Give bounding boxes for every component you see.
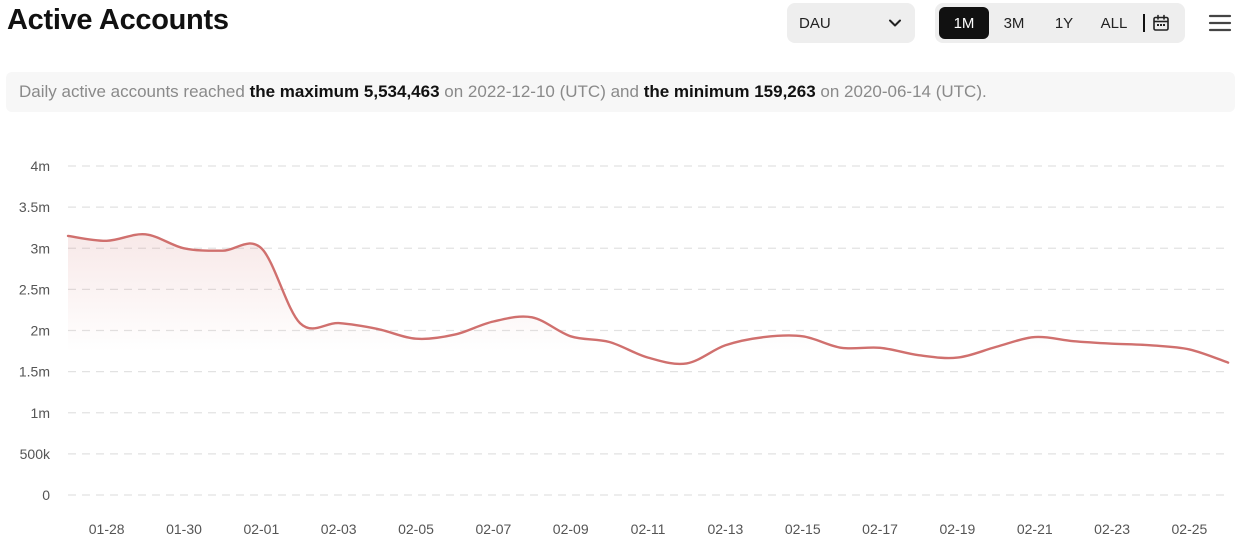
data-point-02-25[interactable]	[1187, 347, 1191, 351]
y-tick-label: 2.5m	[19, 281, 50, 297]
calendar-icon[interactable]	[1151, 13, 1171, 33]
summary-prefix: Daily active accounts reached	[19, 82, 245, 101]
data-point-02-19[interactable]	[955, 356, 959, 360]
data-point-02-04[interactable]	[375, 327, 379, 331]
x-tick-label: 02-01	[243, 521, 279, 537]
data-point-01-28[interactable]	[105, 239, 109, 243]
x-tick-label: 02-07	[475, 521, 511, 537]
x-tick-label: 02-19	[940, 521, 976, 537]
data-point-02-14[interactable]	[762, 335, 766, 339]
summary-banner: Daily active accounts reached the maximu…	[6, 72, 1235, 112]
series-line	[66, 232, 1230, 366]
x-tick-label: 02-25	[1172, 521, 1208, 537]
range-button-1m[interactable]: 1M	[939, 7, 989, 39]
metric-select-value: DAU	[799, 14, 831, 32]
data-point-02-02[interactable]	[298, 321, 302, 325]
y-tick-label: 3.5m	[19, 199, 50, 215]
y-tick-label: 0	[42, 487, 50, 503]
data-point-02-13[interactable]	[723, 343, 727, 347]
range-button-1y[interactable]: 1Y	[1054, 14, 1074, 32]
y-tick-label: 1m	[31, 405, 50, 421]
data-point-02-22[interactable]	[1071, 339, 1075, 343]
x-tick-label: 02-17	[862, 521, 898, 537]
x-tick-label: 02-15	[785, 521, 821, 537]
data-point-01-27[interactable]	[66, 234, 70, 238]
data-point-02-23[interactable]	[1110, 342, 1114, 346]
summary-max-label: the maximum	[249, 82, 360, 101]
x-tick-label: 02-11	[631, 521, 666, 537]
data-point-02-20[interactable]	[994, 345, 998, 349]
data-point-02-26[interactable]	[1226, 361, 1230, 365]
range-selector: 1M 3M 1Y ALL	[935, 3, 1185, 43]
data-point-01-31[interactable]	[221, 249, 225, 253]
y-tick-label: 2m	[31, 323, 50, 339]
x-tick-label: 02-13	[707, 521, 743, 537]
data-point-02-05[interactable]	[414, 337, 418, 341]
data-point-02-03[interactable]	[337, 321, 341, 325]
data-point-02-15[interactable]	[801, 334, 805, 338]
y-tick-label: 3m	[31, 240, 50, 256]
data-point-02-09[interactable]	[569, 334, 573, 338]
data-point-02-18[interactable]	[917, 353, 921, 357]
x-tick-label: 02-03	[321, 521, 357, 537]
data-point-01-29[interactable]	[143, 232, 147, 236]
data-point-02-06[interactable]	[453, 333, 457, 337]
data-point-02-08[interactable]	[530, 315, 534, 319]
x-tick-label: 02-21	[1017, 521, 1053, 537]
data-point-02-12[interactable]	[685, 361, 689, 365]
page-title: Active Accounts	[7, 4, 229, 36]
data-point-02-21[interactable]	[1033, 335, 1037, 339]
data-point-02-11[interactable]	[646, 356, 650, 360]
range-divider	[1143, 14, 1145, 32]
data-point-02-17[interactable]	[878, 346, 882, 350]
x-tick-label: 02-23	[1094, 521, 1130, 537]
chevron-down-icon	[889, 19, 901, 27]
summary-min-value: 159,263	[754, 82, 816, 101]
x-tick-label: 01-30	[166, 521, 202, 537]
y-tick-label: 500k	[20, 446, 51, 462]
summary-min-date: on 2020-06-14 (UTC).	[820, 82, 987, 101]
x-tick-label: 02-05	[398, 521, 434, 537]
summary-max-date: on 2022-12-10 (UTC) and	[444, 82, 639, 101]
summary-max-value: 5,534,463	[363, 82, 440, 101]
data-point-02-24[interactable]	[1149, 343, 1153, 347]
x-tick-label: 01-28	[89, 521, 125, 537]
x-tick-label: 02-09	[553, 521, 589, 537]
y-tick-label: 4m	[31, 158, 50, 174]
data-point-02-16[interactable]	[839, 346, 843, 350]
metric-select[interactable]: DAU	[787, 3, 915, 43]
data-point-02-10[interactable]	[607, 340, 611, 344]
daily-active-accounts-chart: 0 500k 1m 1.5m 2m 2.5m 3m 3.5m 4m 01-28 01-30 02-01…	[19, 158, 1230, 537]
data-point-02-07[interactable]	[491, 319, 495, 323]
data-point-01-30[interactable]	[182, 246, 186, 250]
series-area	[68, 234, 1229, 495]
hamburger-menu-icon[interactable]	[1208, 11, 1232, 35]
summary-min-label: the minimum	[643, 82, 750, 101]
range-button-all[interactable]: ALL	[1100, 14, 1128, 32]
range-button-3m[interactable]: 3M	[1003, 14, 1025, 32]
data-point-02-01[interactable]	[259, 246, 263, 250]
y-tick-label: 1.5m	[19, 364, 50, 380]
